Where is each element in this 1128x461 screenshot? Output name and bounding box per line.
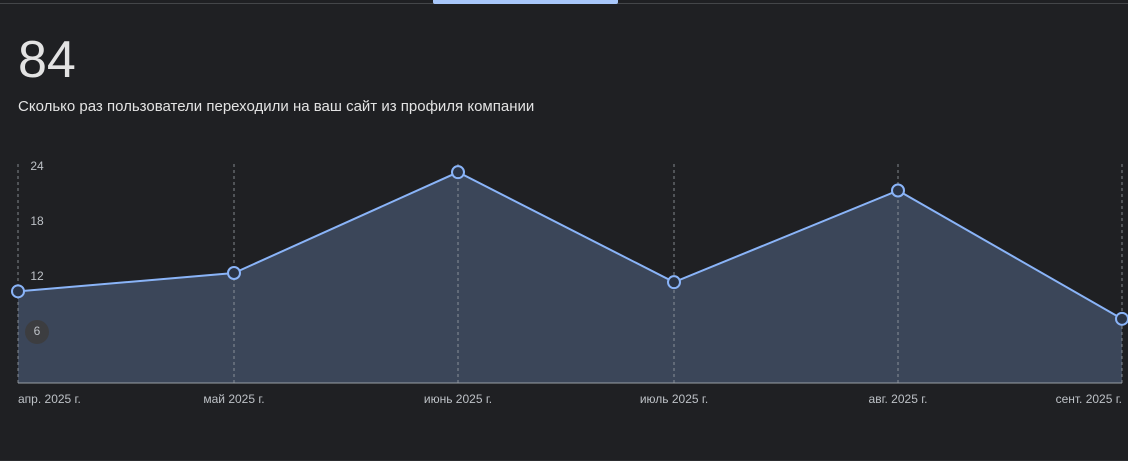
x-tick-label: апр. 2025 г. [18,392,81,406]
data-point[interactable] [451,165,465,180]
x-tick-label: июнь 2025 г. [424,392,492,406]
total-clicks-value: 84 [18,31,76,89]
data-point[interactable] [1115,311,1128,326]
x-tick-label: июль 2025 г. [640,392,708,406]
x-tick-label: авг. 2025 г. [869,392,928,406]
x-tick-label: май 2025 г. [203,392,264,406]
data-point[interactable] [667,275,681,290]
website-clicks-chart: 6 12 18 24 апр. 2025 г. май 2025 г. июнь 2025 … [11,159,1128,406]
series-area [18,172,1122,383]
data-point[interactable] [891,183,905,198]
x-tick-label: сент. 2025 г. [1056,392,1122,406]
series-line [17,171,1123,320]
y-tick-label: 6 [34,324,41,338]
active-tab-indicator[interactable] [433,0,618,4]
y-tick-label: 12 [30,269,44,283]
y-tick-label: 24 [30,159,44,173]
y-tick-badge [25,320,49,344]
y-tick-label: 18 [30,214,44,228]
data-point[interactable] [227,266,241,280]
data-point[interactable] [11,284,25,299]
metric-description: Сколько раз пользователи переходили на в… [18,98,535,115]
